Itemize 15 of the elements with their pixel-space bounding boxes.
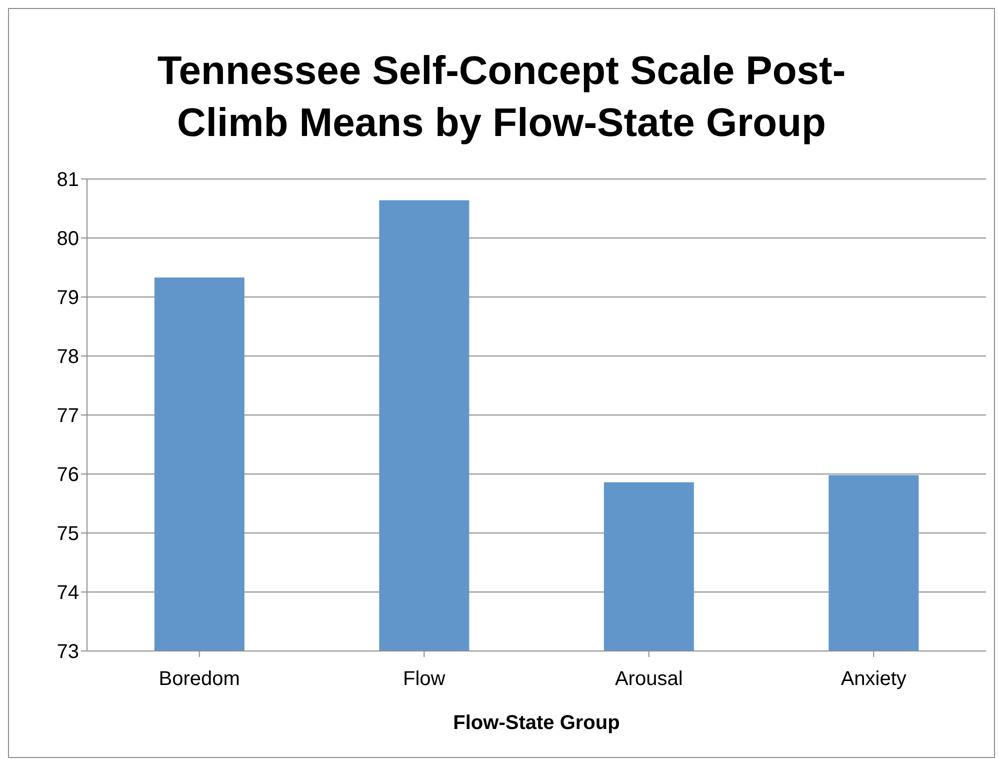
y-tick-label: 75 xyxy=(56,523,79,546)
y-tick-label: 81 xyxy=(56,169,79,192)
x-tick-label: Boredom xyxy=(158,668,240,690)
y-tick-label: 80 xyxy=(56,228,79,250)
x-tick-label: Anxiety xyxy=(840,668,906,690)
y-tick-label: 76 xyxy=(56,464,79,486)
x-tick-label: Flow xyxy=(403,668,446,690)
y-tick-label: 79 xyxy=(56,287,79,310)
y-tick-label: 73 xyxy=(56,641,79,664)
y-tick-label: 74 xyxy=(56,582,79,604)
y-tick-label: 77 xyxy=(56,405,79,428)
x-tick-label: Arousal xyxy=(614,668,683,690)
chart-title: Tennessee Self-Concept Scale Post-Climb Means by Flow-State Group xyxy=(156,48,847,147)
y-tick-label: 78 xyxy=(56,346,79,368)
x-axis-title: Flow-State Group xyxy=(452,712,621,735)
